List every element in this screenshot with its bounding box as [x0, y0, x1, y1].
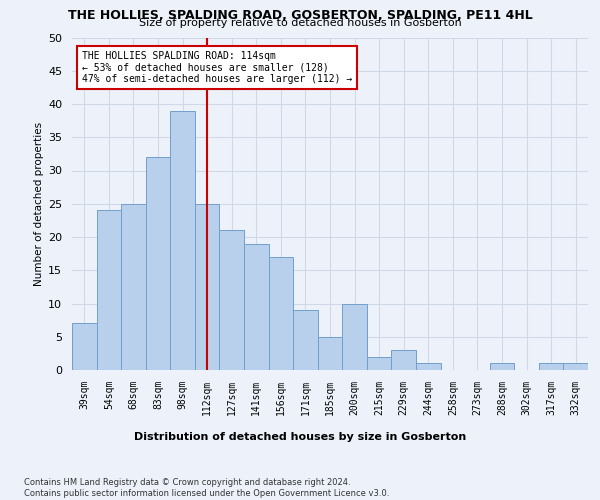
- Text: Distribution of detached houses by size in Gosberton: Distribution of detached houses by size …: [134, 432, 466, 442]
- Bar: [367, 356, 391, 370]
- Bar: [293, 310, 318, 370]
- Bar: [563, 364, 588, 370]
- Bar: [490, 364, 514, 370]
- Bar: [170, 110, 195, 370]
- Y-axis label: Number of detached properties: Number of detached properties: [34, 122, 44, 286]
- Bar: [244, 244, 269, 370]
- Text: THE HOLLIES, SPALDING ROAD, GOSBERTON, SPALDING, PE11 4HL: THE HOLLIES, SPALDING ROAD, GOSBERTON, S…: [68, 9, 532, 22]
- Bar: [97, 210, 121, 370]
- Bar: [416, 364, 440, 370]
- Bar: [72, 324, 97, 370]
- Bar: [121, 204, 146, 370]
- Bar: [220, 230, 244, 370]
- Text: Size of property relative to detached houses in Gosberton: Size of property relative to detached ho…: [139, 18, 461, 28]
- Bar: [318, 337, 342, 370]
- Bar: [146, 157, 170, 370]
- Bar: [342, 304, 367, 370]
- Text: THE HOLLIES SPALDING ROAD: 114sqm
← 53% of detached houses are smaller (128)
47%: THE HOLLIES SPALDING ROAD: 114sqm ← 53% …: [82, 51, 353, 84]
- Bar: [391, 350, 416, 370]
- Bar: [195, 204, 220, 370]
- Bar: [269, 257, 293, 370]
- Bar: [539, 364, 563, 370]
- Text: Contains HM Land Registry data © Crown copyright and database right 2024.
Contai: Contains HM Land Registry data © Crown c…: [24, 478, 389, 498]
